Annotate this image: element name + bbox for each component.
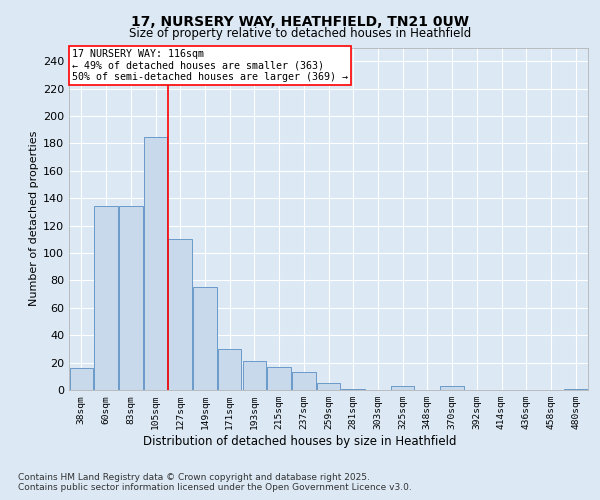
Text: Contains public sector information licensed under the Open Government Licence v3: Contains public sector information licen…	[18, 484, 412, 492]
Bar	[70, 368, 93, 390]
Bar	[317, 383, 340, 390]
Bar	[242, 361, 266, 390]
Bar	[391, 386, 415, 390]
Text: 17, NURSERY WAY, HEATHFIELD, TN21 0UW: 17, NURSERY WAY, HEATHFIELD, TN21 0UW	[131, 15, 469, 29]
Text: 17 NURSERY WAY: 116sqm
← 49% of detached houses are smaller (363)
50% of semi-de: 17 NURSERY WAY: 116sqm ← 49% of detached…	[71, 49, 347, 82]
Text: Contains HM Land Registry data © Crown copyright and database right 2025.: Contains HM Land Registry data © Crown c…	[18, 472, 370, 482]
Bar	[440, 386, 464, 390]
Text: Distribution of detached houses by size in Heathfield: Distribution of detached houses by size …	[143, 435, 457, 448]
Bar	[119, 206, 143, 390]
Bar	[341, 388, 365, 390]
Bar	[193, 287, 217, 390]
Bar	[144, 136, 167, 390]
Bar	[94, 206, 118, 390]
Bar	[218, 349, 241, 390]
Bar	[169, 240, 192, 390]
Y-axis label: Number of detached properties: Number of detached properties	[29, 131, 39, 306]
Bar	[292, 372, 316, 390]
Bar	[268, 366, 291, 390]
Bar	[564, 388, 587, 390]
Text: Size of property relative to detached houses in Heathfield: Size of property relative to detached ho…	[129, 28, 471, 40]
